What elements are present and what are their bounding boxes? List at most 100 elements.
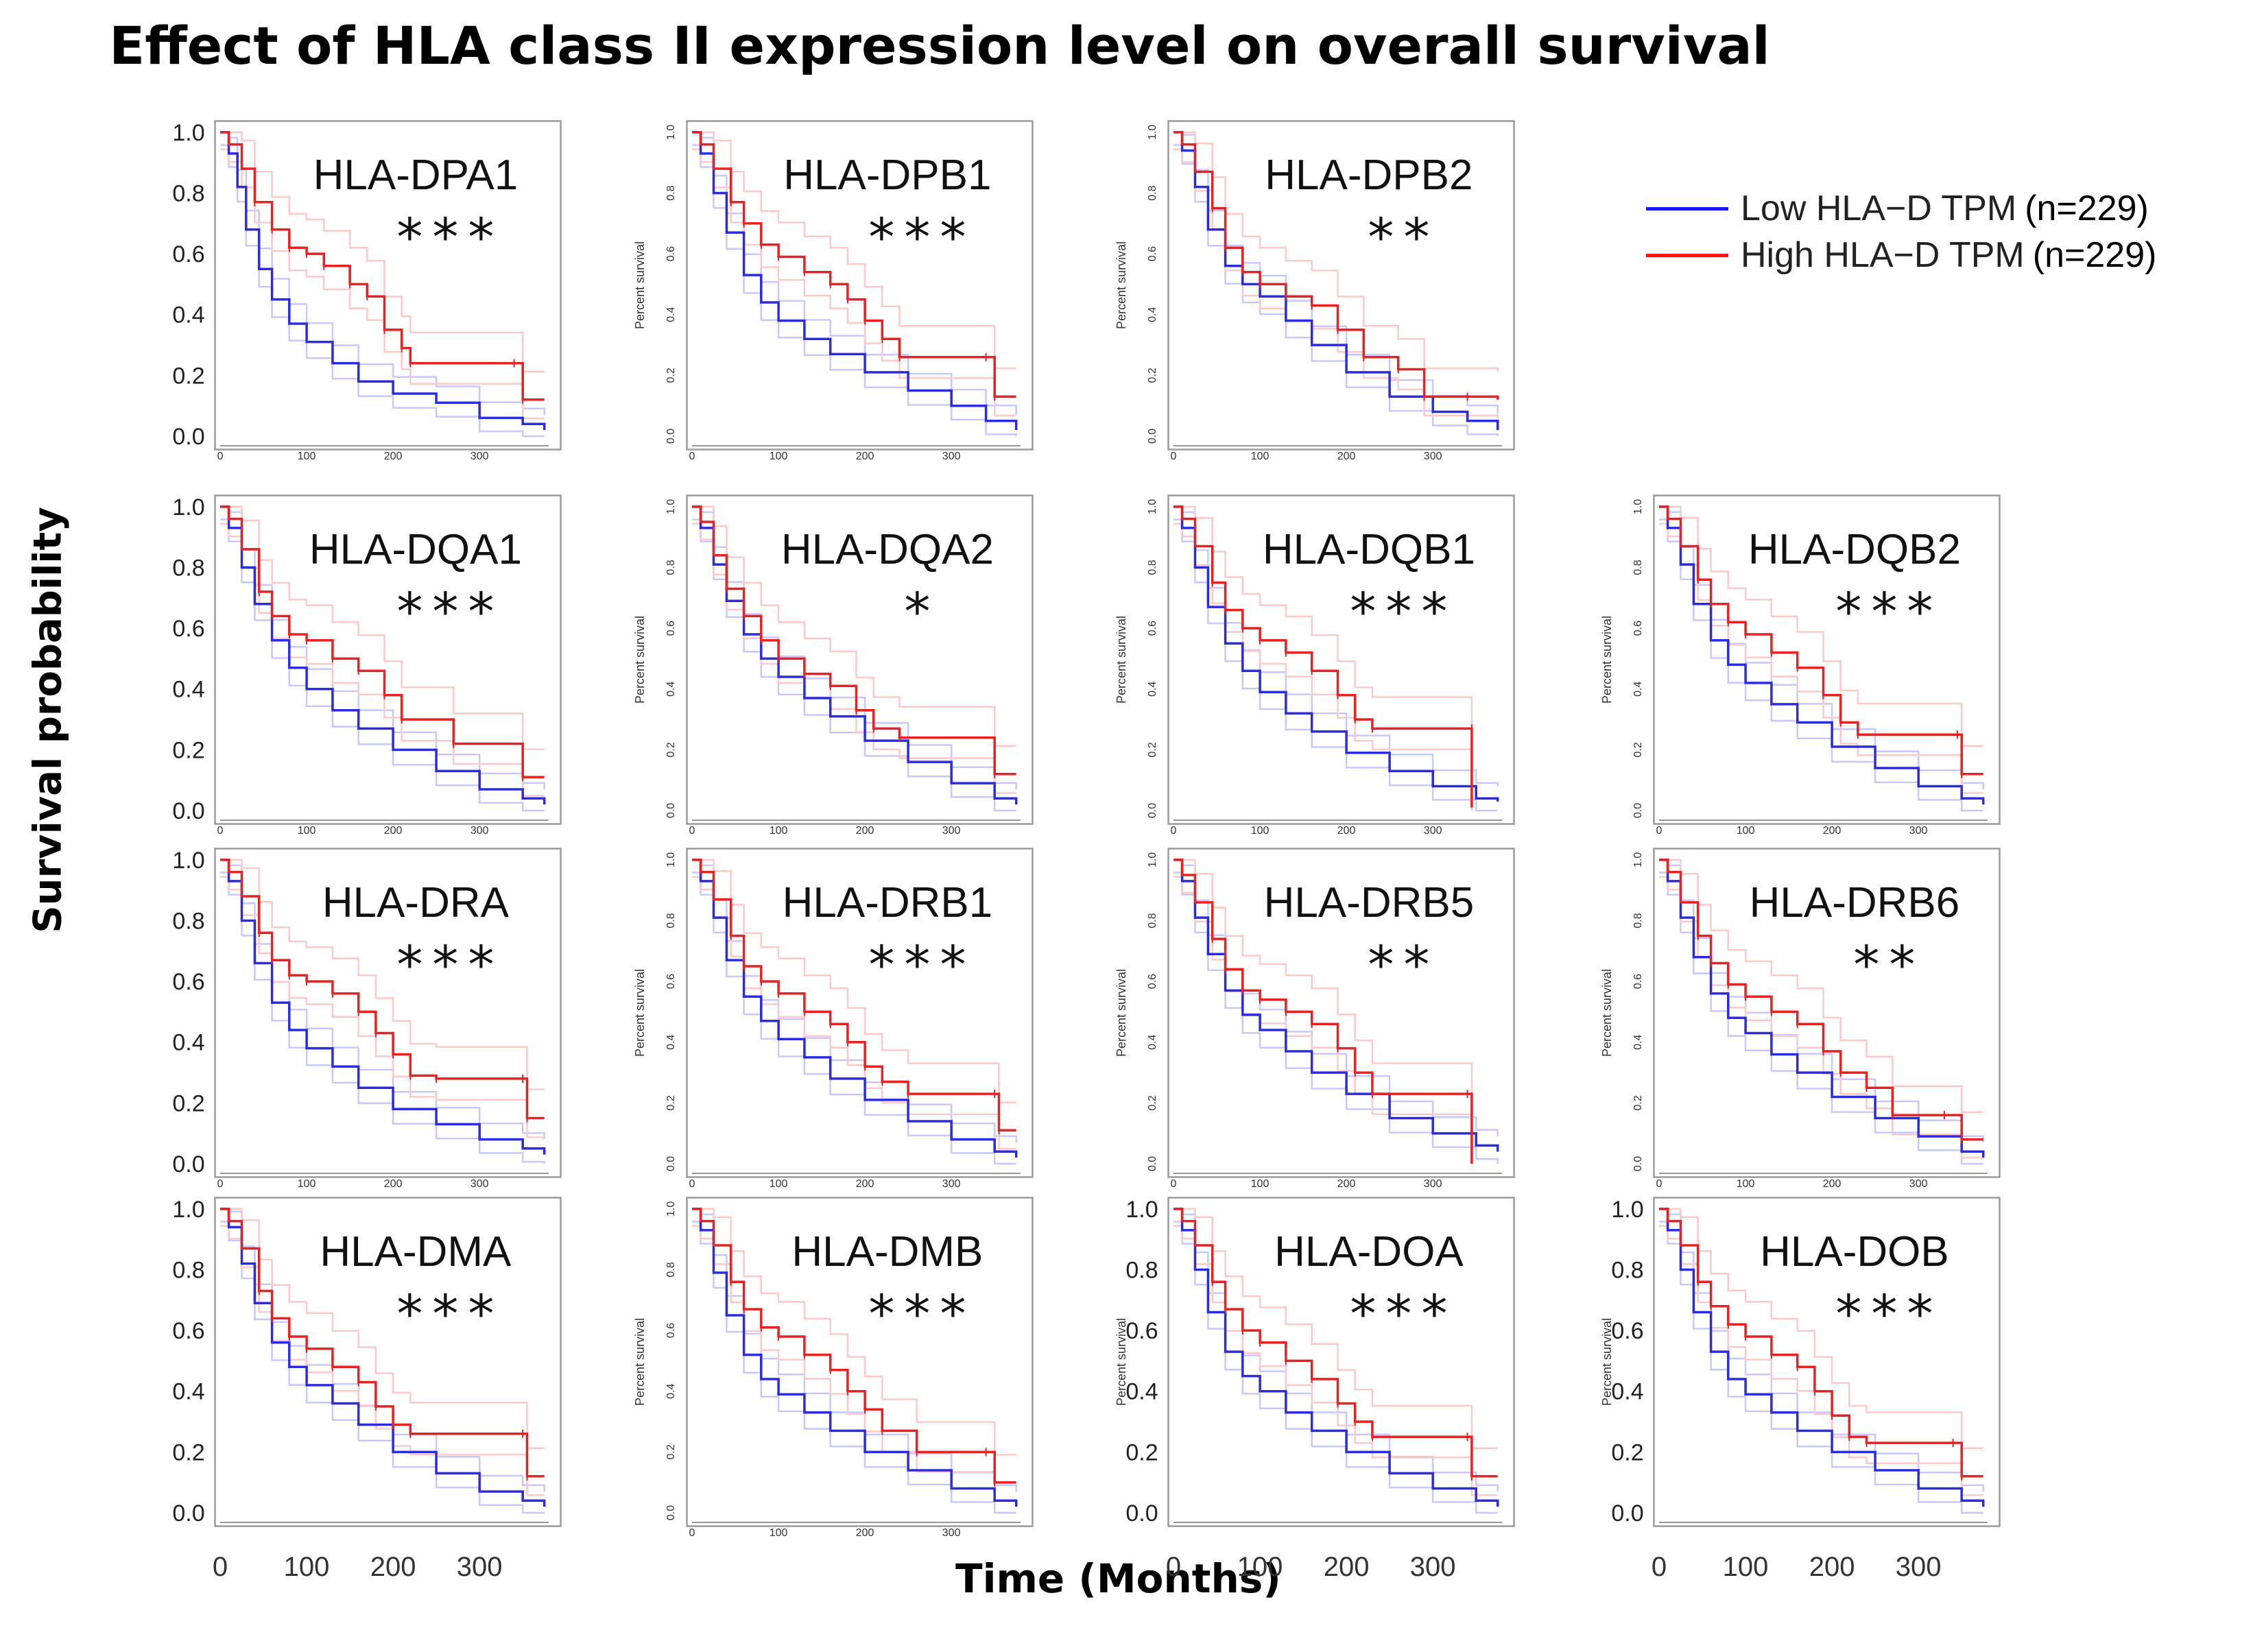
high-confidence-band [692,505,1016,747]
x-tick-label: 200 [856,1178,874,1190]
x-tick-label: 200 [384,1178,403,1190]
high-confidence-band [1173,505,1473,782]
significance-stars: *** [868,934,975,995]
y-tick-label: 1.0 [1611,1197,1643,1223]
gene-label: HLA-DOB [1760,1228,1949,1276]
x-tick-label: 100 [770,1527,788,1539]
y-tick-label: 0.8 [1611,1257,1643,1283]
x-tick-label: 200 [370,1552,416,1582]
legend-n-high: (n=229) [2032,235,2157,275]
x-tick-label: 300 [1909,825,1928,837]
x-tick-label: 300 [1410,1552,1456,1582]
gene-label: HLA-DOA [1274,1228,1464,1276]
y-tick-label: 0.6 [665,246,677,261]
high-confidence-band [1659,1225,1983,1496]
y-tick-label: 1.0 [172,494,204,520]
y-tick-label: 0.8 [1147,913,1158,928]
low-confidence-band [1173,518,1498,812]
panel-y-axis-title: Percent survival [1114,241,1128,329]
km-plot-hla-dqb1: 0.0 0.2 0.4 0.6 0.8 1.0 0 100 200 300 Percent surv… [1114,494,1515,837]
significance-stars: *** [868,206,975,267]
x-tick-label: 200 [384,451,403,462]
low-tpm-survival-curve [1659,859,1985,1158]
x-tick-label: 100 [298,825,316,837]
y-tick-label: 0.6 [1632,621,1644,636]
y-tick-label: 0.4 [1125,1379,1158,1405]
km-panel-hla-dqa1: 0.0 0.2 0.4 0.6 0.8 1.0 0 100 200 300 HLA-DQA1 *** [172,494,562,837]
x-tick-label: 200 [1324,1552,1370,1582]
y-tick-label: 0.4 [172,302,204,328]
y-tick-label: 0.0 [665,1156,677,1171]
low-tpm-survival-curve [220,505,546,805]
km-panel-hla-drb6: 0.0 0.2 0.4 0.6 0.8 1.0 0 100 200 300 Percent surv… [1600,848,2001,1190]
y-tick-label: 0.6 [172,241,204,267]
x-tick-label: 0 [1656,825,1662,837]
significance-stars: *** [396,581,503,642]
x-tick-label: 100 [298,451,316,462]
y-tick-label: 0.0 [172,1151,204,1177]
low-tpm-survival-curve [692,1208,1018,1507]
panel-y-axis-title: Percent survival [1600,969,1614,1057]
low-confidence-band [1659,1221,1983,1514]
high-tpm-survival-curve [1173,1208,1498,1478]
x-tick-label: 100 [1723,1552,1769,1582]
y-tick-label: 1.0 [665,125,677,140]
km-panel-hla-dqb2: 0.0 0.2 0.4 0.6 0.8 1.0 0 100 200 300 Percent surv… [1600,494,2001,837]
km-panel-hla-dpb1: 0.0 0.2 0.4 0.6 0.8 1.0 0 100 200 300 Percent surv… [633,120,1034,462]
x-tick-label: 300 [942,1178,961,1190]
high-tpm-survival-curve [220,505,545,779]
low-confidence-band [220,144,545,438]
low-confidence-band [1659,872,1983,1165]
high-confidence-band [220,876,545,1138]
y-tick-label: 0.8 [1147,185,1158,200]
y-tick-label: 0.0 [172,424,204,450]
high-confidence-band [1173,131,1499,372]
low-confidence-band [220,1221,545,1514]
km-plot-hla-drb5: 0.0 0.2 0.4 0.6 0.8 1.0 0 100 200 300 Percent surv… [1114,848,1515,1190]
low-confidence-band [1173,131,1499,416]
km-panel-hla-dra: 0.0 0.2 0.4 0.6 0.8 1.0 0 100 200 300 HLA-DRA *** [172,848,562,1190]
low-tpm-survival-curve [220,859,546,1155]
high-confidence-band [220,1208,545,1450]
y-tick-label: 0.6 [1147,246,1158,261]
y-tick-label: 0.2 [665,1444,677,1459]
gene-label: HLA-DRB6 [1750,879,1960,926]
x-tick-label: 200 [1823,825,1841,837]
high-confidence-band [1659,505,1983,747]
x-tick-label: 0 [1171,825,1177,837]
legend-swatch-high [1646,253,1728,257]
x-tick-label: 200 [384,825,403,837]
significance-stars: *** [396,934,503,995]
high-confidence-band [220,505,545,750]
y-tick-label: 0.4 [1611,1379,1643,1405]
y-tick-label: 0.6 [665,974,677,989]
x-tick-label: 300 [942,825,961,837]
y-tick-label: 1.0 [1125,1197,1158,1223]
y-tick-label: 0.2 [665,1095,677,1110]
km-plot-hla-drb1: 0.0 0.2 0.4 0.6 0.8 1.0 0 100 200 300 Percent surv… [633,848,1034,1190]
plot-frame [214,494,562,825]
y-tick-label: 1.0 [665,1201,677,1217]
y-tick-label: 1.0 [1147,125,1158,140]
gene-label: HLA-DRB5 [1264,879,1475,926]
y-tick-label: 0.6 [665,621,677,636]
y-tick-label: 0.0 [1611,1500,1643,1527]
panel-y-axis-title: Percent survival [1600,616,1614,704]
y-axis-label-text: Survival probability [25,507,71,933]
x-tick-label: 100 [770,825,788,837]
km-panel-hla-dqb1: 0.0 0.2 0.4 0.6 0.8 1.0 0 100 200 300 Percent surv… [1114,494,1515,837]
km-plot-hla-drb6: 0.0 0.2 0.4 0.6 0.8 1.0 0 100 200 300 Percent surv… [1600,848,2001,1190]
y-tick-label: 0.8 [1632,913,1644,928]
y-tick-label: 1.0 [1632,852,1644,867]
x-tick-label: 100 [770,1178,788,1190]
low-tpm-survival-curve [220,131,546,431]
y-tick-label: 1.0 [665,499,677,514]
low-tpm-survival-curve [1659,505,1985,805]
high-confidence-band [1659,1208,1983,1450]
km-panel-hla-dma: 0.0 0.2 0.4 0.6 0.8 1.0 0 100 200 300 HLA-DMA *** [172,1197,562,1582]
x-tick-label: 0 [689,1527,695,1539]
low-confidence-band [692,131,1017,416]
x-tick-label: 200 [1809,1552,1855,1582]
y-tick-label: 0.2 [1147,368,1158,383]
y-tick-label: 0.0 [1147,429,1158,444]
